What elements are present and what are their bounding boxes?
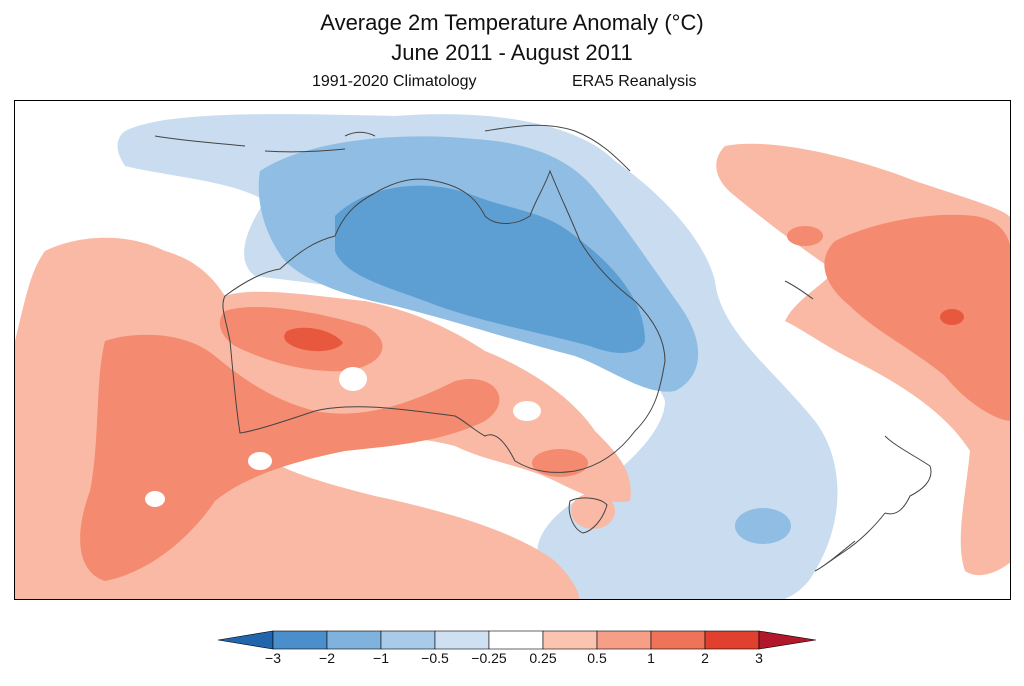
map-title: Average 2m Temperature Anomaly (°C) (320, 10, 704, 35)
coastlines (154, 124, 932, 572)
colorbar-bin-9 (704, 630, 760, 650)
colorbar-tick: −0.5 (421, 650, 449, 666)
colorbar-bin-3 (380, 630, 436, 650)
colorbar-tick: 0.5 (587, 650, 607, 666)
colorbar-tick: 3 (755, 650, 763, 666)
colorbar-arrow-left (217, 630, 274, 650)
coastline-australia (222, 169, 666, 473)
map-period: June 2011 - August 2011 (391, 40, 633, 65)
neutral-hole-2 (513, 401, 541, 421)
colorbar-tick: 0.25 (529, 650, 557, 666)
colorbar-bin-2 (326, 630, 382, 650)
cold-anomaly-patch (735, 508, 791, 544)
coastline-new-guinea (484, 124, 631, 172)
warm-anomaly-west-medium (80, 334, 500, 581)
coastline-new-zealand-north (884, 435, 932, 515)
colorbar-bin-7 (596, 630, 652, 650)
colorbar-tick: −2 (319, 650, 335, 666)
colorbar-bin-5 (488, 630, 544, 650)
source-label: ERA5 Reanalysis (572, 73, 697, 90)
climatology-label: 1991-2020 Climatology (312, 73, 477, 90)
colorbar-tick: 1 (647, 650, 655, 666)
colorbar-tick: 2 (701, 650, 709, 666)
neutral-hole-4 (248, 452, 272, 470)
colorbar-tick: −0.25 (471, 650, 507, 666)
warm-anomaly-vic (532, 449, 588, 477)
coastline-new-caledonia (784, 280, 814, 300)
coastline-new-zealand-south (814, 512, 886, 572)
colorbar (217, 630, 817, 650)
colorbar-bin-4 (434, 630, 490, 650)
coastline-indonesia (154, 131, 376, 153)
cold-anomaly-strong (335, 185, 645, 353)
colorbar-bin-8 (650, 630, 706, 650)
anomaly-map (14, 100, 1011, 600)
colorbar-legend: −3 −2 −1 −0.5 −0.25 0.25 0.5 1 2 3 (217, 630, 817, 670)
neutral-hole-1 (339, 367, 367, 391)
colorbar-bin-1 (272, 630, 328, 650)
colorbar-tick: −1 (373, 650, 389, 666)
warm-anomaly-hotspot (284, 327, 343, 352)
colorbar-bin-6 (542, 630, 598, 650)
colorbar-tick: −3 (265, 650, 281, 666)
warm-anomaly-spot-east (940, 309, 964, 325)
neutral-hole-3 (145, 491, 165, 507)
colorbar-arrow-right (758, 630, 817, 650)
coastline-tasmania (568, 497, 608, 534)
warm-anomaly-east-medium (824, 214, 1010, 421)
warm-anomaly-spot-fiji (787, 226, 823, 246)
